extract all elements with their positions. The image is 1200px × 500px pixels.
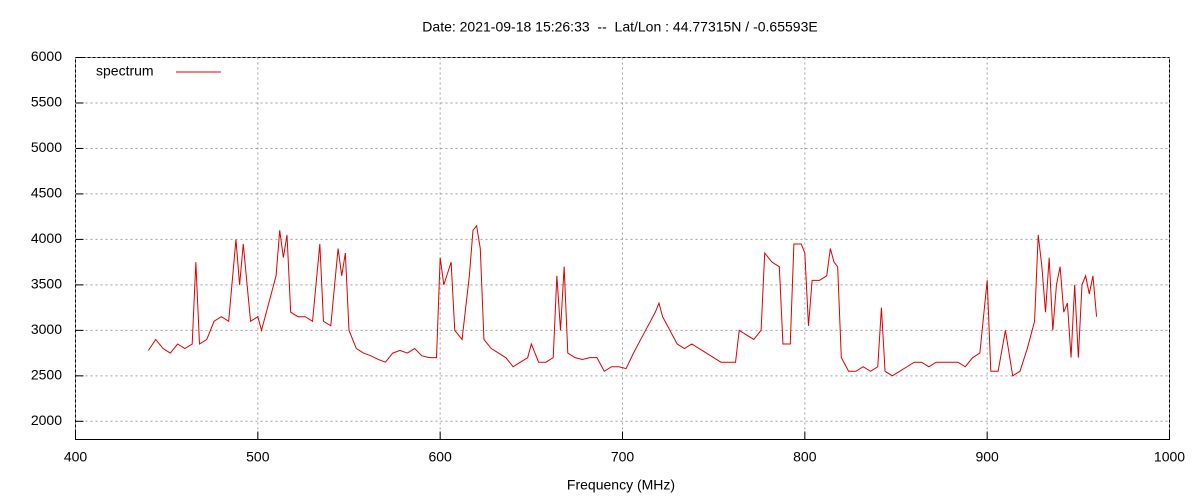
y-tick-label: 3000 bbox=[31, 321, 62, 337]
y-tick-label: 4500 bbox=[31, 185, 62, 201]
x-tick-label: 900 bbox=[975, 449, 999, 465]
y-tick-label: 3500 bbox=[31, 276, 62, 292]
y-tick-label: 5000 bbox=[31, 139, 62, 155]
x-tick-label: 400 bbox=[64, 449, 88, 465]
series-line bbox=[148, 224, 1098, 377]
y-tick-label: 6000 bbox=[31, 48, 62, 64]
x-tick-label: 500 bbox=[246, 449, 270, 465]
x-tick-label: 1000 bbox=[1154, 449, 1185, 465]
chart-title: Date: 2021-09-18 15:26:33 -- Lat/Lon : 4… bbox=[422, 19, 817, 35]
legend-label: spectrum bbox=[96, 63, 154, 79]
x-tick-label: 700 bbox=[611, 449, 635, 465]
y-tick-label: 2500 bbox=[31, 367, 62, 383]
y-tick-label: 5500 bbox=[31, 94, 62, 110]
x-tick-label: 800 bbox=[793, 449, 817, 465]
x-axis-label: Frequency (MHz) bbox=[567, 477, 675, 493]
y-tick-label: 2000 bbox=[31, 412, 62, 428]
y-tick-label: 4000 bbox=[31, 230, 62, 246]
x-tick-label: 600 bbox=[428, 449, 452, 465]
